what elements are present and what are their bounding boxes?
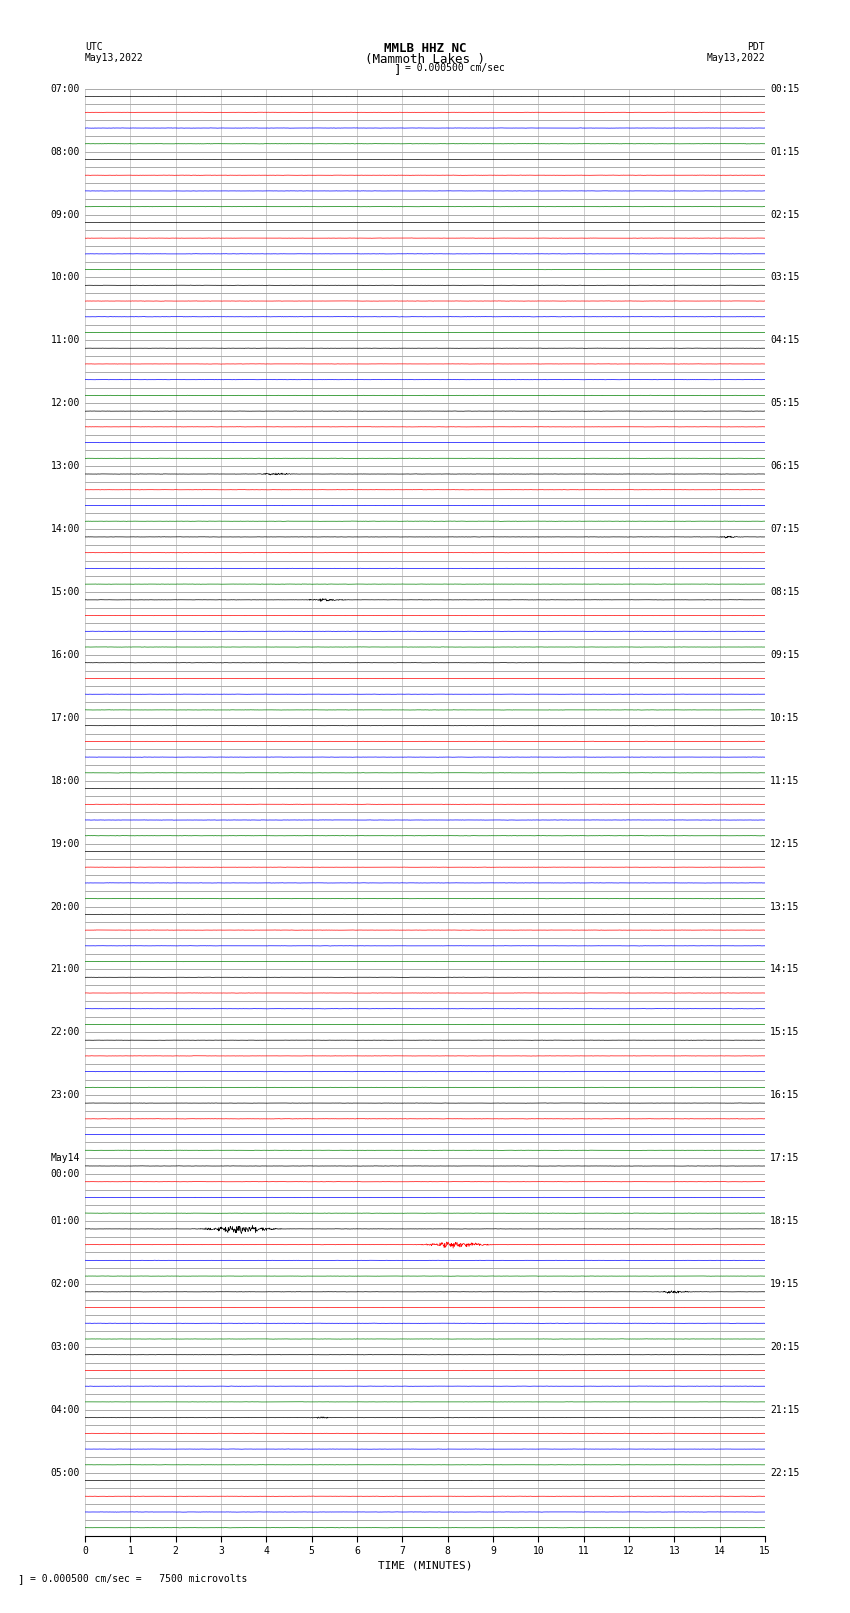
Text: 19:00: 19:00 bbox=[50, 839, 80, 848]
Text: = 0.000500 cm/sec: = 0.000500 cm/sec bbox=[405, 63, 504, 73]
Text: 22:00: 22:00 bbox=[50, 1027, 80, 1037]
Text: 11:15: 11:15 bbox=[770, 776, 800, 786]
Text: 00:00: 00:00 bbox=[50, 1169, 80, 1179]
Text: 02:00: 02:00 bbox=[50, 1279, 80, 1289]
Text: 06:15: 06:15 bbox=[770, 461, 800, 471]
Text: 01:15: 01:15 bbox=[770, 147, 800, 156]
Text: UTC: UTC bbox=[85, 42, 103, 52]
Text: 21:15: 21:15 bbox=[770, 1405, 800, 1415]
Text: 07:00: 07:00 bbox=[50, 84, 80, 94]
Text: 18:00: 18:00 bbox=[50, 776, 80, 786]
Text: 00:15: 00:15 bbox=[770, 84, 800, 94]
Text: 08:15: 08:15 bbox=[770, 587, 800, 597]
Text: 10:15: 10:15 bbox=[770, 713, 800, 723]
Text: 08:00: 08:00 bbox=[50, 147, 80, 156]
Text: 11:00: 11:00 bbox=[50, 336, 80, 345]
Text: 12:15: 12:15 bbox=[770, 839, 800, 848]
Text: 09:15: 09:15 bbox=[770, 650, 800, 660]
Text: 16:00: 16:00 bbox=[50, 650, 80, 660]
Text: 22:15: 22:15 bbox=[770, 1468, 800, 1478]
Text: 13:15: 13:15 bbox=[770, 902, 800, 911]
Text: 01:00: 01:00 bbox=[50, 1216, 80, 1226]
Text: = 0.000500 cm/sec =   7500 microvolts: = 0.000500 cm/sec = 7500 microvolts bbox=[30, 1574, 247, 1584]
Text: ]: ] bbox=[17, 1574, 24, 1584]
Text: 05:15: 05:15 bbox=[770, 398, 800, 408]
Text: 05:00: 05:00 bbox=[50, 1468, 80, 1478]
Text: 19:15: 19:15 bbox=[770, 1279, 800, 1289]
Text: 20:00: 20:00 bbox=[50, 902, 80, 911]
Text: 17:15: 17:15 bbox=[770, 1153, 800, 1163]
Text: 04:15: 04:15 bbox=[770, 336, 800, 345]
Text: PDT: PDT bbox=[747, 42, 765, 52]
Text: ]: ] bbox=[394, 63, 401, 76]
Text: 20:15: 20:15 bbox=[770, 1342, 800, 1352]
Text: (Mammoth Lakes ): (Mammoth Lakes ) bbox=[365, 53, 485, 66]
Text: 17:00: 17:00 bbox=[50, 713, 80, 723]
Text: 21:00: 21:00 bbox=[50, 965, 80, 974]
Text: 15:15: 15:15 bbox=[770, 1027, 800, 1037]
Text: 07:15: 07:15 bbox=[770, 524, 800, 534]
Text: May13,2022: May13,2022 bbox=[706, 53, 765, 63]
Text: 14:00: 14:00 bbox=[50, 524, 80, 534]
Text: 14:15: 14:15 bbox=[770, 965, 800, 974]
Text: May13,2022: May13,2022 bbox=[85, 53, 144, 63]
Text: 16:15: 16:15 bbox=[770, 1090, 800, 1100]
Text: 03:00: 03:00 bbox=[50, 1342, 80, 1352]
Text: 23:00: 23:00 bbox=[50, 1090, 80, 1100]
Text: MMLB HHZ NC: MMLB HHZ NC bbox=[383, 42, 467, 55]
Text: 12:00: 12:00 bbox=[50, 398, 80, 408]
Text: May14: May14 bbox=[50, 1153, 80, 1163]
Text: 13:00: 13:00 bbox=[50, 461, 80, 471]
Text: 18:15: 18:15 bbox=[770, 1216, 800, 1226]
Text: 02:15: 02:15 bbox=[770, 210, 800, 219]
Text: 09:00: 09:00 bbox=[50, 210, 80, 219]
Text: 04:00: 04:00 bbox=[50, 1405, 80, 1415]
X-axis label: TIME (MINUTES): TIME (MINUTES) bbox=[377, 1560, 473, 1569]
Text: 03:15: 03:15 bbox=[770, 273, 800, 282]
Text: 10:00: 10:00 bbox=[50, 273, 80, 282]
Text: 15:00: 15:00 bbox=[50, 587, 80, 597]
